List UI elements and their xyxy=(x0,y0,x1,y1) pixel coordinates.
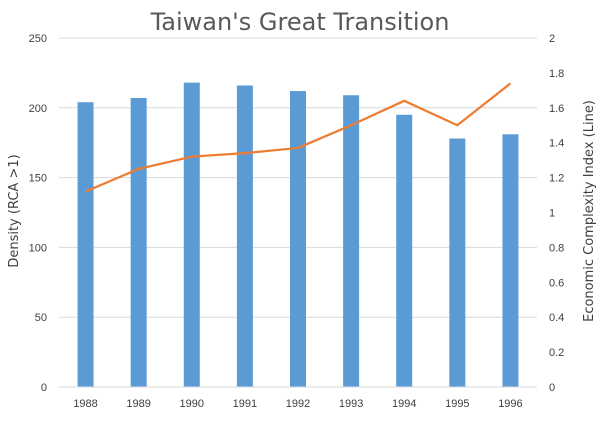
x-tick-label: 1993 xyxy=(339,398,363,410)
chart-title: Taiwan's Great Transition xyxy=(150,8,450,36)
x-tick-label: 1991 xyxy=(233,398,257,410)
right-tick-label: 0.2 xyxy=(549,347,564,359)
x-tick-label: 1995 xyxy=(445,398,469,410)
left-tick-label: 0 xyxy=(41,382,47,394)
right-tick-label: 1 xyxy=(549,208,555,220)
bar xyxy=(130,98,147,387)
left-tick-label: 50 xyxy=(35,312,47,324)
right-axis-title: Economic Complexity Index (Line) xyxy=(582,100,597,322)
x-axis: 1988 1989 1990 1991 1992 1993 1994 1995 1996 xyxy=(59,386,537,410)
bar xyxy=(77,102,94,387)
right-tick-label: 1.2 xyxy=(549,173,564,185)
bar xyxy=(502,134,519,387)
bar xyxy=(396,114,413,387)
bar xyxy=(183,82,200,387)
right-axis: 0 0.2 0.4 0.6 0.8 1 1.2 1.4 1.6 1.8 2 xyxy=(549,33,564,394)
right-tick-label: 0 xyxy=(549,382,555,394)
right-tick-label: 2 xyxy=(549,33,555,45)
right-tick-label: 1.8 xyxy=(549,68,564,80)
bar-series xyxy=(77,82,519,388)
x-tick-label: 1996 xyxy=(498,398,522,410)
left-axis: 0 50 100 150 200 250 xyxy=(29,33,47,394)
right-tick-label: 0.6 xyxy=(549,277,564,289)
x-tick-label: 1992 xyxy=(286,398,310,410)
left-tick-label: 100 xyxy=(29,242,47,254)
left-tick-label: 200 xyxy=(29,103,47,115)
right-tick-label: 1.4 xyxy=(549,138,564,150)
x-tick-label: 1990 xyxy=(180,398,204,410)
right-tick-label: 1.6 xyxy=(549,103,564,115)
bar xyxy=(343,95,360,388)
bar xyxy=(290,91,306,387)
line-series xyxy=(85,82,512,193)
left-axis-title: Density (RCA >1) xyxy=(7,154,22,267)
left-tick-label: 250 xyxy=(29,33,47,45)
right-tick-label: 0.8 xyxy=(549,242,564,254)
left-tick-label: 150 xyxy=(29,173,47,185)
x-tick-label: 1994 xyxy=(392,398,416,410)
x-tick-label: 1988 xyxy=(73,398,97,410)
bar xyxy=(449,138,466,387)
right-tick-label: 0.4 xyxy=(549,312,564,324)
x-tick-label: 1989 xyxy=(126,398,150,410)
bar xyxy=(236,85,253,388)
